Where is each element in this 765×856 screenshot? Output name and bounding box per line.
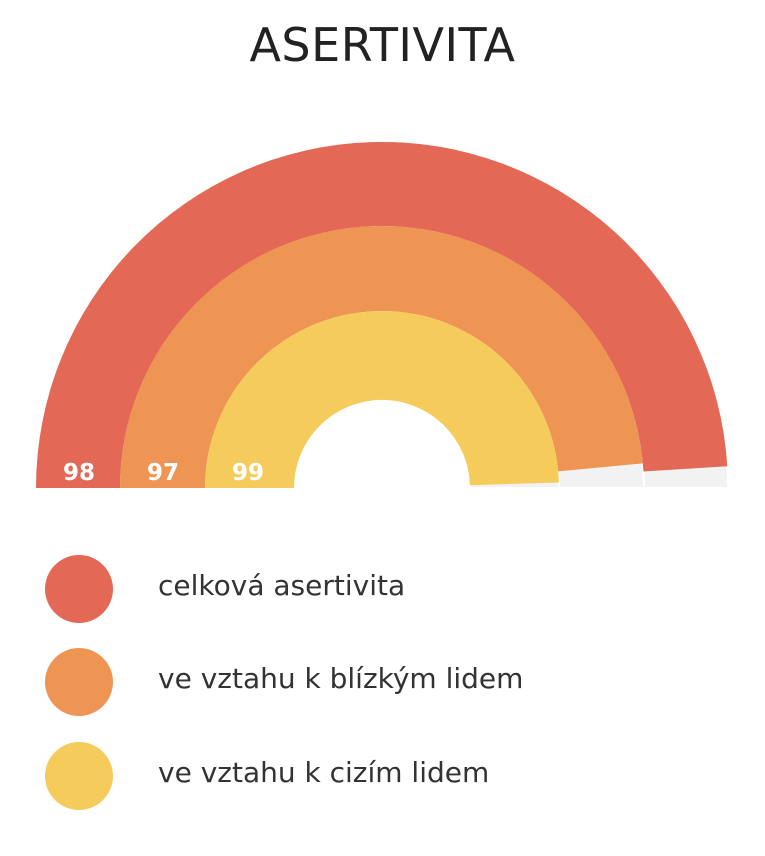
bar-strangers <box>205 311 559 488</box>
legend-label-strangers: ve vztahu k cizím lidem <box>158 756 490 789</box>
legend-item-total: celková asertivita <box>45 555 725 623</box>
legend-item-close-people: ve vztahu k blízkým lidem <box>45 648 725 716</box>
legend-swatch-total <box>45 555 113 623</box>
legend-swatch-strangers <box>45 742 113 810</box>
value-label-group: 98 97 99 <box>63 460 264 486</box>
chart-title: ASERTIVITA <box>249 18 516 72</box>
legend-swatch-close-people <box>45 648 113 716</box>
bar-total <box>35 141 728 488</box>
radial-bar-chart: 98 97 99 <box>34 141 730 489</box>
bar-close-people <box>120 225 643 489</box>
value-label-strangers: 99 <box>232 460 264 486</box>
legend-item-strangers: ve vztahu k cizím lidem <box>45 742 725 810</box>
bar-group <box>35 141 728 489</box>
value-label-close-people: 97 <box>147 460 179 486</box>
legend-label-close-people: ve vztahu k blízkým lidem <box>158 662 524 695</box>
legend-label-total: celková asertivita <box>158 569 406 602</box>
value-label-total: 98 <box>63 460 95 486</box>
